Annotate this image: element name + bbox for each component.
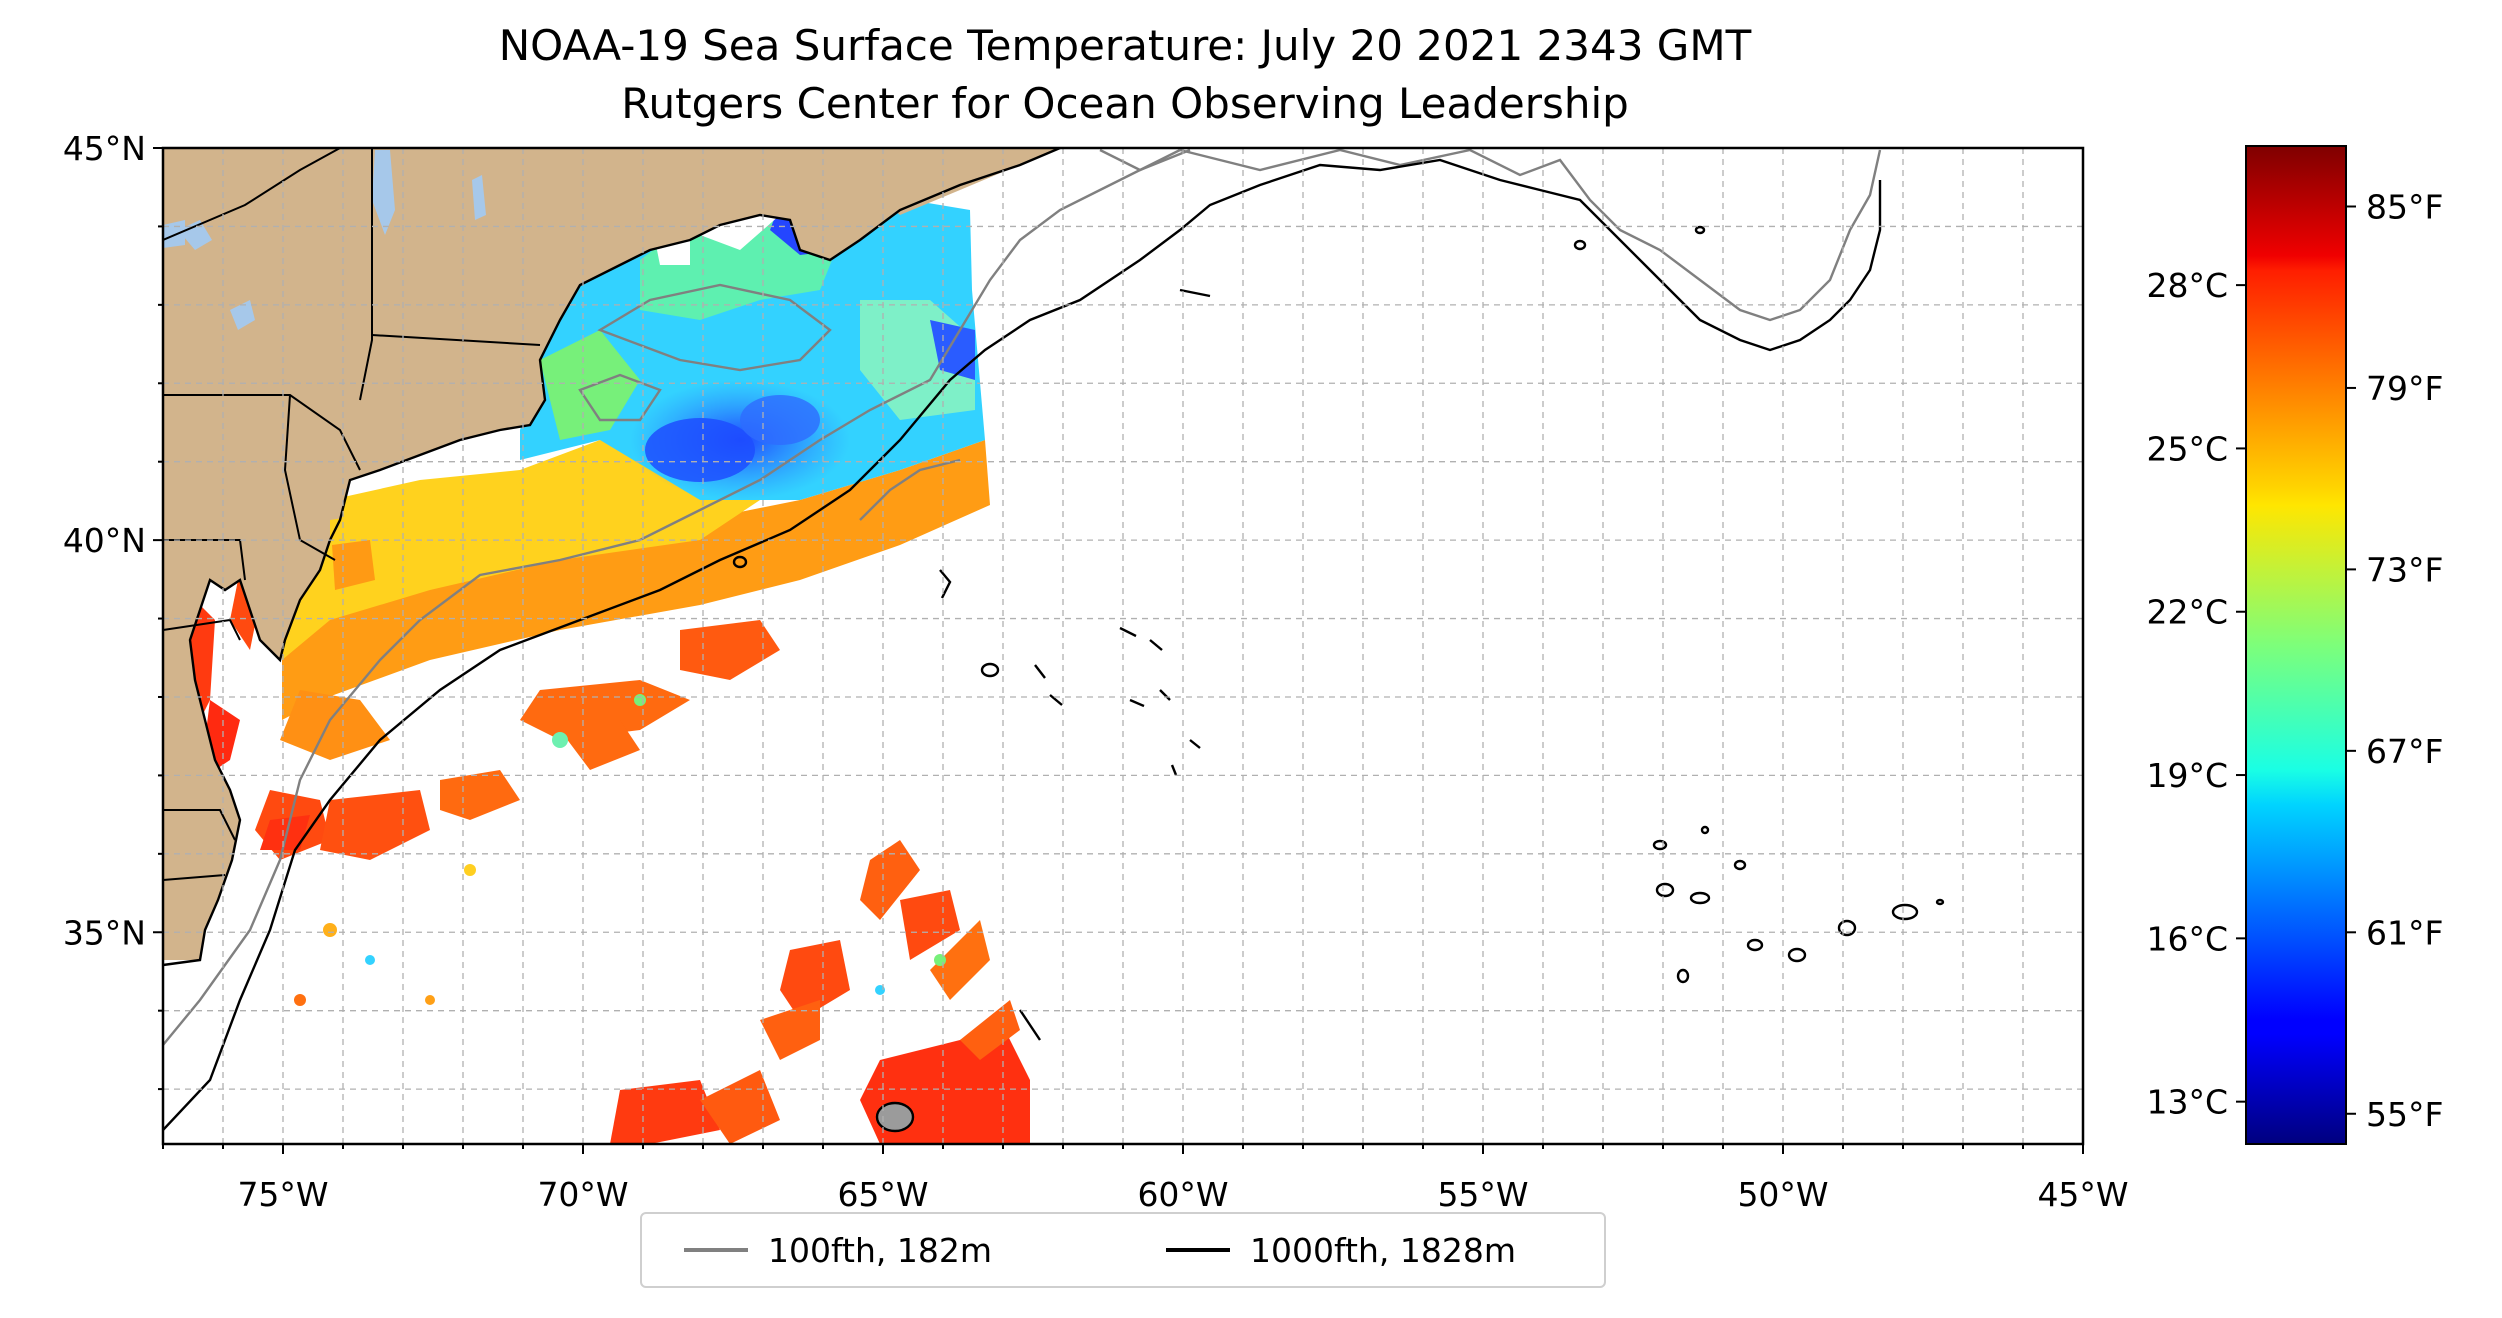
coastline — [163, 148, 1061, 967]
lat-tick-label: 35°N — [63, 913, 146, 952]
lon-tick-label: 60°W — [1137, 1175, 1228, 1214]
land — [163, 148, 1060, 960]
state-borders — [163, 148, 541, 881]
colorbar-fahrenheit-label: 61°F — [2366, 913, 2443, 952]
colorbar-celsius-label: 13°C — [2146, 1083, 2228, 1122]
legend-swatch-1000fth — [1166, 1248, 1230, 1252]
lat-axis-labels: 45°N 40°N 35°N — [63, 129, 146, 952]
colorbar-fahrenheit-label: 85°F — [2366, 187, 2443, 226]
legend: 100fth, 182m 1000fth, 1828m — [640, 1212, 1606, 1288]
colorbar-fahrenheit-label: 73°F — [2366, 550, 2443, 589]
colorbar-celsius-label: 19°C — [2146, 756, 2228, 795]
legend-label-100fth: 100fth, 182m — [768, 1230, 992, 1270]
colorbar-celsius-label: 28°C — [2146, 266, 2228, 305]
colorbar-fahrenheit-label: 55°F — [2366, 1095, 2443, 1134]
isobath-100fth — [163, 148, 1882, 1046]
colorbar-fahrenheit-ticks: 55°F 61°F 67°F 73°F 79°F 85°F — [2346, 187, 2443, 1134]
lat-tick-label: 45°N — [63, 129, 146, 168]
lon-tick-label: 70°W — [537, 1175, 628, 1214]
lon-tick-label: 75°W — [237, 1175, 328, 1214]
lon-tick-label: 55°W — [1437, 1175, 1528, 1214]
axis-ticks — [153, 147, 2084, 1154]
colorbar — [2245, 145, 2347, 1145]
lon-tick-label: 45°W — [2037, 1175, 2128, 1214]
colorbar-celsius-ticks: 13°C 16°C 19°C 22°C 25°C 28°C — [2146, 266, 2246, 1122]
colorbar-celsius-label: 16°C — [2146, 919, 2228, 958]
isobath-1000fth — [163, 158, 1945, 1133]
legend-label-1000fth: 1000fth, 1828m — [1250, 1230, 1516, 1270]
gridlines — [163, 148, 2083, 1144]
lon-axis-labels: 75°W 70°W 65°W 60°W 55°W 50°W 45°W — [237, 1175, 2128, 1214]
lat-tick-label: 40°N — [63, 521, 146, 560]
colorbar-celsius-label: 22°C — [2146, 593, 2228, 632]
lon-tick-label: 65°W — [837, 1175, 928, 1214]
colorbar-fahrenheit-label: 79°F — [2366, 369, 2443, 408]
legend-item-100fth: 100fth, 182m — [684, 1214, 992, 1286]
lon-tick-label: 50°W — [1737, 1175, 1828, 1214]
map-title: NOAA-19 Sea Surface Temperature: July 20… — [498, 21, 1752, 70]
legend-item-1000fth: 1000fth, 1828m — [1166, 1214, 1516, 1286]
legend-swatch-100fth — [684, 1248, 748, 1252]
colorbar-celsius-label: 25°C — [2146, 429, 2228, 468]
colorbar-fahrenheit-label: 67°F — [2366, 732, 2443, 771]
map-subtitle: Rutgers Center for Ocean Observing Leade… — [621, 79, 1629, 128]
